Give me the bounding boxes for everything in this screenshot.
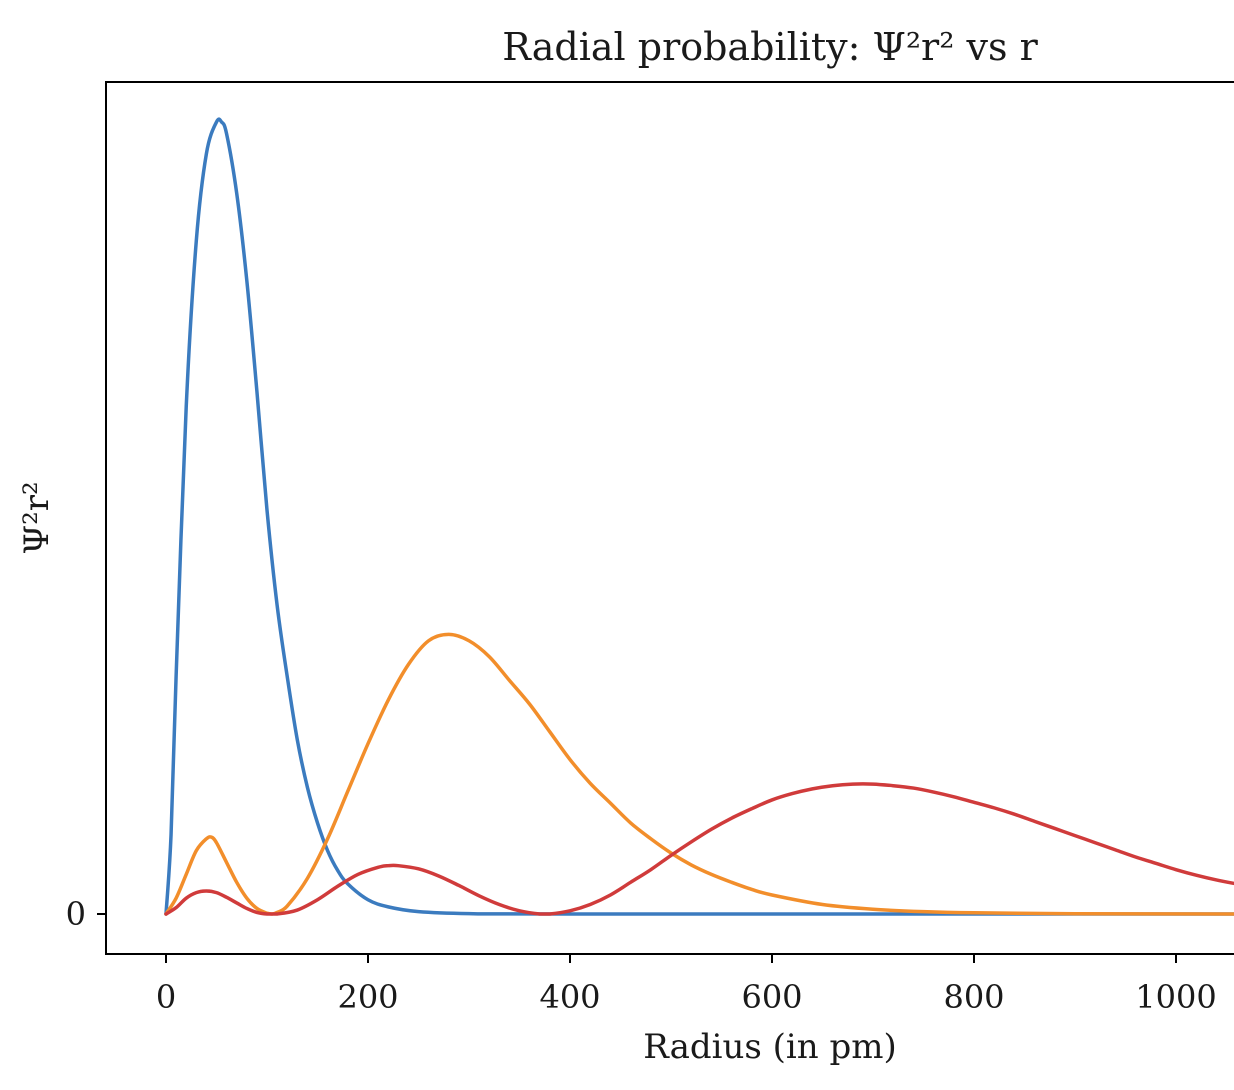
series-line-1	[164, 117, 1234, 916]
chart-title: Radial probability: Ψ²r² vs r	[502, 25, 1038, 69]
x-tick-label: 600	[741, 978, 802, 1016]
x-tick-label: 200	[337, 978, 398, 1016]
x-tick-label: 1000	[1135, 978, 1216, 1016]
x-tick-label: 0	[156, 978, 176, 1016]
plot-area	[164, 117, 1234, 916]
y-tick-label: 0	[66, 895, 86, 933]
x-tick-label: 800	[943, 978, 1004, 1016]
x-axis-label: Radius (in pm)	[643, 1027, 897, 1067]
x-tick-label: 400	[539, 978, 600, 1016]
plot-frame	[105, 81, 1234, 955]
y-axis-ticks: 0	[66, 895, 106, 933]
x-axis-ticks: 0 200 400 600 800 1000	[156, 954, 1217, 1016]
y-axis-label: Ψ²r²	[17, 481, 57, 554]
series-line-2	[164, 632, 1234, 916]
series-line-3	[164, 782, 1234, 916]
